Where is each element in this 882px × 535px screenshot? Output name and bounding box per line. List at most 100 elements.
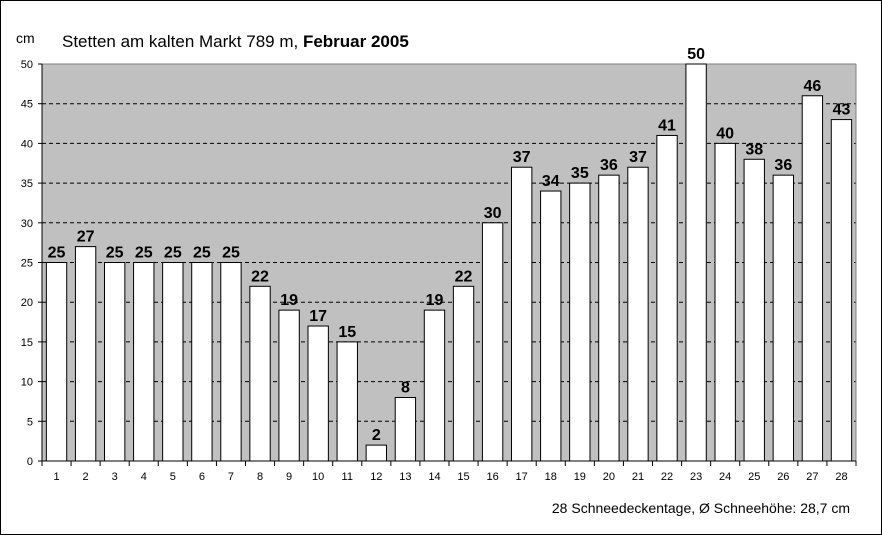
x-tick-label: 7 bbox=[228, 471, 234, 483]
x-tick-label: 11 bbox=[342, 471, 353, 483]
x-tick-label: 23 bbox=[690, 471, 702, 483]
y-tick-label: 40 bbox=[21, 138, 33, 150]
y-tick-label: 45 bbox=[21, 99, 33, 111]
x-tick-label: 26 bbox=[777, 471, 789, 483]
x-tick-label: 13 bbox=[399, 471, 411, 483]
bar bbox=[220, 262, 242, 462]
bar bbox=[714, 142, 736, 462]
x-tick-label: 14 bbox=[428, 471, 440, 483]
y-tick-label: 20 bbox=[21, 297, 33, 309]
bar bbox=[394, 396, 417, 462]
bar-value-label: 25 bbox=[135, 245, 153, 262]
bar bbox=[540, 190, 562, 462]
chart-footer: 28 Schneedeckentage, Ø Schneehöhe: 28,7 … bbox=[551, 500, 850, 516]
x-tick-label: 22 bbox=[661, 471, 673, 483]
bar-value-label: 8 bbox=[401, 379, 410, 396]
bar bbox=[743, 158, 765, 462]
x-tick-label: 24 bbox=[719, 471, 731, 483]
bar-value-label: 37 bbox=[513, 149, 531, 166]
x-tick-label: 21 bbox=[632, 471, 644, 483]
bar-value-label: 38 bbox=[745, 141, 763, 158]
y-tick-label: 10 bbox=[21, 377, 33, 389]
x-tick-label: 6 bbox=[199, 471, 205, 483]
bar bbox=[278, 309, 300, 462]
bar bbox=[365, 444, 387, 462]
bar bbox=[191, 262, 213, 462]
x-tick-label: 12 bbox=[370, 471, 382, 483]
x-tick-label: 8 bbox=[257, 471, 263, 483]
x-tick-label: 3 bbox=[112, 471, 118, 483]
x-tick-label: 18 bbox=[545, 471, 557, 483]
x-tick-label: 25 bbox=[748, 471, 760, 483]
bar-value-label: 46 bbox=[803, 78, 821, 95]
bar-value-label: 19 bbox=[426, 292, 444, 309]
bar-value-label: 36 bbox=[600, 157, 618, 174]
x-tick-label: 16 bbox=[486, 471, 498, 483]
y-tick-label: 0 bbox=[27, 456, 33, 468]
bar bbox=[481, 222, 504, 462]
bar-value-label: 22 bbox=[455, 268, 473, 285]
chart-title: Stetten am kalten Markt 789 m, Februar 2… bbox=[62, 32, 409, 52]
bar-value-label: 36 bbox=[774, 157, 792, 174]
bar-value-label: 25 bbox=[222, 245, 240, 262]
x-tick-label: 27 bbox=[806, 471, 818, 483]
bar bbox=[452, 285, 475, 462]
chart-title-bold: Februar 2005 bbox=[302, 32, 409, 51]
bar bbox=[511, 166, 533, 462]
bar-value-label: 25 bbox=[106, 245, 124, 262]
bar-value-label: 34 bbox=[542, 173, 560, 190]
x-tick-label: 20 bbox=[603, 471, 615, 483]
y-tick-label: 25 bbox=[21, 258, 33, 270]
bar bbox=[336, 341, 358, 462]
bar-value-label: 40 bbox=[716, 125, 734, 142]
bar bbox=[74, 246, 97, 462]
y-tick-label: 15 bbox=[21, 337, 33, 349]
bar bbox=[423, 309, 446, 462]
bar-value-label: 25 bbox=[193, 245, 211, 262]
x-tick-label: 5 bbox=[170, 471, 176, 483]
bar bbox=[772, 174, 794, 462]
bar bbox=[104, 262, 126, 462]
bar-value-label: 22 bbox=[251, 268, 269, 285]
y-axis-title: cm bbox=[16, 30, 35, 46]
bar-value-label: 35 bbox=[571, 165, 589, 182]
x-tick-label: 4 bbox=[141, 471, 147, 483]
x-tick-label: 9 bbox=[286, 471, 292, 483]
bar-value-label: 15 bbox=[338, 324, 356, 341]
bar-value-label: 2 bbox=[372, 427, 381, 444]
y-tick-label: 30 bbox=[21, 218, 33, 230]
bar bbox=[569, 182, 591, 462]
x-tick-label: 17 bbox=[516, 471, 528, 483]
bar bbox=[656, 134, 678, 462]
bar-value-label: 30 bbox=[484, 205, 502, 222]
x-tick-label: 19 bbox=[574, 471, 586, 483]
bar-value-label: 25 bbox=[164, 245, 182, 262]
bar bbox=[133, 262, 155, 462]
x-tick-label: 10 bbox=[312, 471, 324, 483]
x-tick-label: 2 bbox=[83, 471, 89, 483]
chart-title-main: Stetten am kalten Markt 789 m, bbox=[62, 32, 303, 51]
y-tick-label: 35 bbox=[21, 178, 33, 190]
bar bbox=[598, 174, 620, 462]
y-tick-label: 5 bbox=[27, 416, 33, 428]
y-tick-label: 50 bbox=[21, 59, 33, 71]
x-tick-label: 1 bbox=[53, 471, 59, 483]
x-tick-label: 15 bbox=[457, 471, 469, 483]
bar bbox=[45, 262, 68, 462]
bar-value-label: 37 bbox=[629, 149, 647, 166]
bar bbox=[801, 95, 824, 462]
bar-value-label: 50 bbox=[687, 46, 705, 63]
bar-value-label: 17 bbox=[309, 308, 327, 325]
bar bbox=[249, 285, 271, 462]
bar bbox=[307, 325, 329, 462]
bar bbox=[830, 119, 853, 462]
bar bbox=[685, 63, 707, 462]
x-tick-label: 28 bbox=[835, 471, 847, 483]
bar-value-label: 41 bbox=[658, 117, 676, 134]
bar-value-label: 25 bbox=[48, 245, 66, 262]
bar-value-label: 27 bbox=[77, 229, 95, 246]
bar-value-label: 43 bbox=[833, 102, 851, 119]
bar bbox=[627, 166, 649, 462]
bar-value-label: 19 bbox=[280, 292, 298, 309]
